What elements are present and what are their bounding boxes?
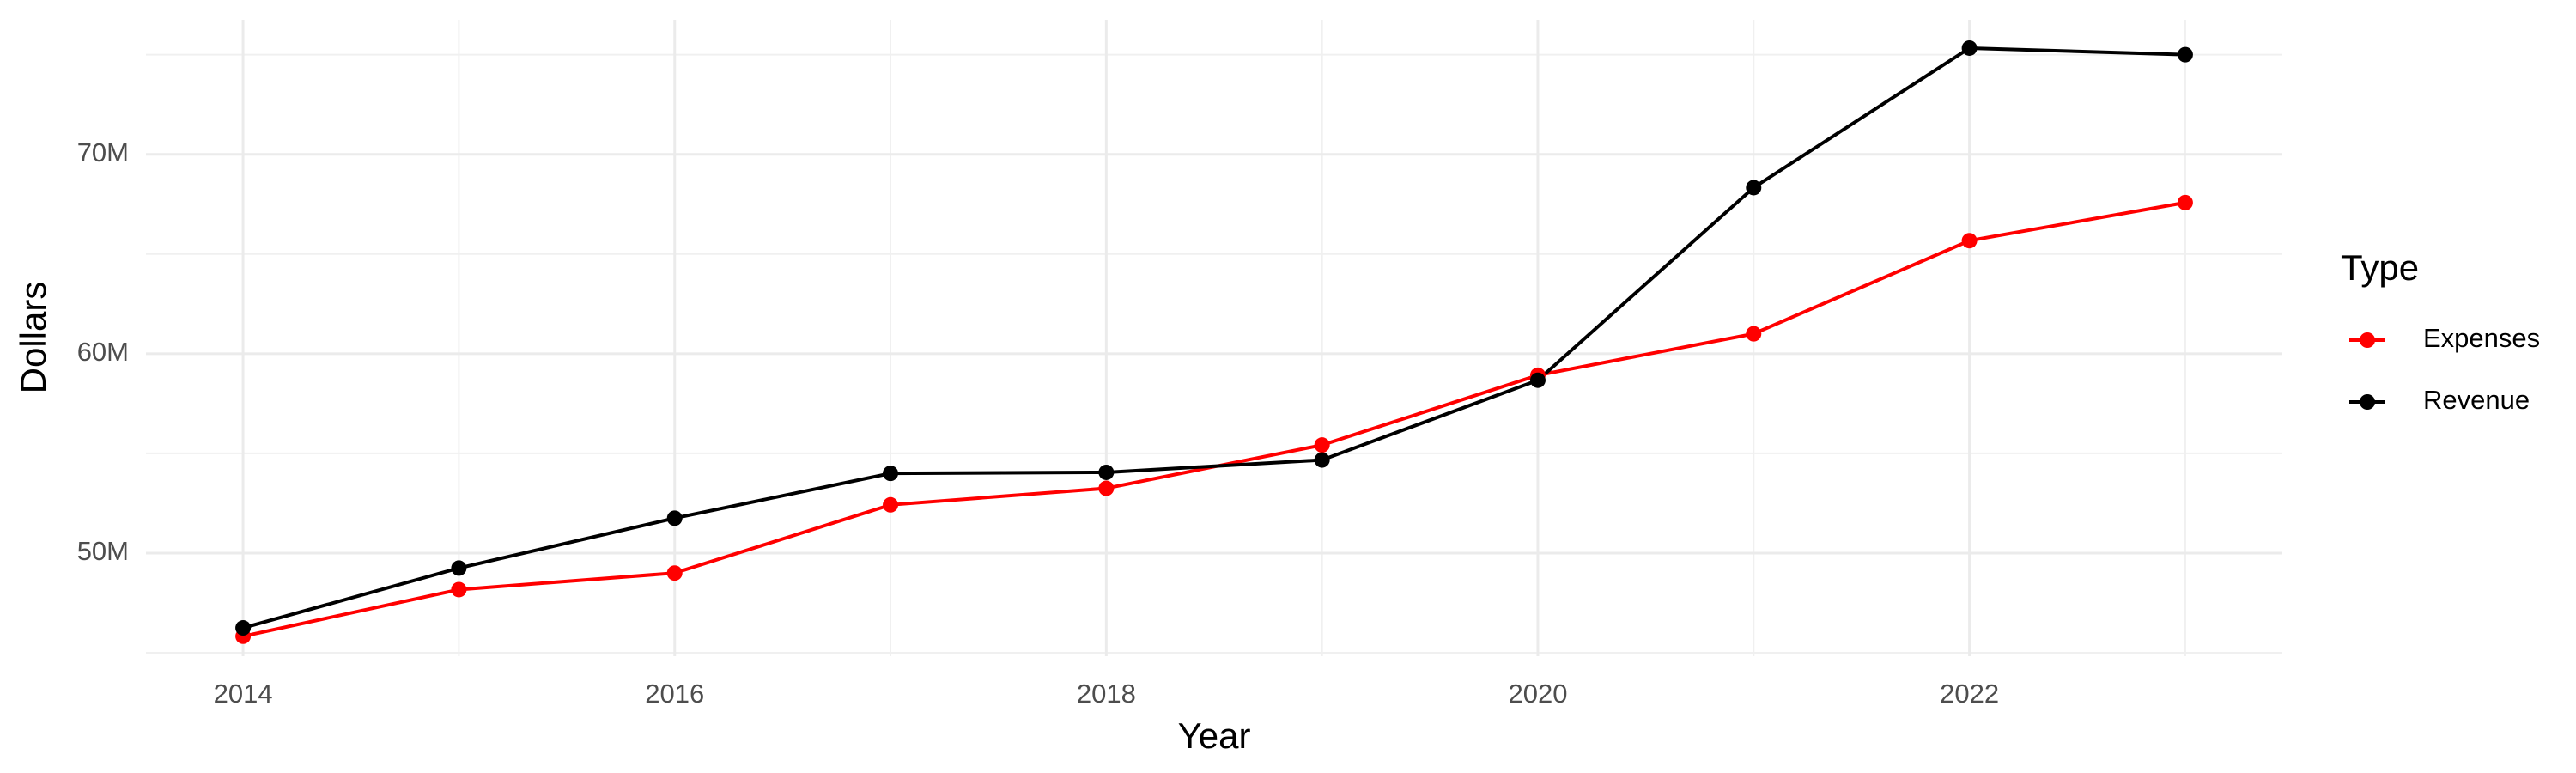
x-tick-label: 2014 — [214, 679, 273, 709]
legend-label: Expenses — [2423, 323, 2540, 353]
grid — [146, 20, 2282, 656]
y-tick-label: 70M — [77, 137, 129, 167]
legend-key-point — [2360, 332, 2375, 348]
series-line — [242, 46, 2185, 630]
data-point — [1961, 233, 1978, 249]
data-point — [1098, 480, 1115, 496]
y-tick-label: 60M — [77, 337, 129, 367]
legend-title: Type — [2341, 247, 2419, 288]
x-tick-label: 2022 — [1940, 679, 1999, 709]
data-point — [1314, 437, 1330, 453]
x-tick-label: 2016 — [645, 679, 704, 709]
legend-key-point — [2360, 394, 2375, 410]
x-axis-title: Year — [1178, 715, 1251, 756]
x-tick-label: 2018 — [1077, 679, 1136, 709]
data-point — [2177, 194, 2193, 210]
data-point — [1529, 372, 1546, 388]
data-point — [1314, 452, 1330, 468]
data-point — [883, 496, 899, 513]
data-point — [666, 565, 683, 581]
data-point — [1746, 180, 1762, 196]
data-point — [451, 581, 467, 598]
y-axis-title: Dollars — [13, 282, 53, 394]
data-point — [2177, 46, 2193, 63]
data-point — [666, 510, 683, 526]
legend-label: Revenue — [2423, 385, 2530, 415]
data-point — [451, 560, 467, 576]
data-point — [235, 620, 252, 636]
y-tick-label: 50M — [77, 536, 129, 566]
series-line — [242, 200, 2186, 638]
x-tick-label: 2020 — [1508, 679, 1567, 709]
data-point — [1098, 464, 1115, 480]
data-point — [1746, 326, 1762, 342]
data-point — [1961, 40, 1978, 56]
data-point — [883, 466, 899, 482]
